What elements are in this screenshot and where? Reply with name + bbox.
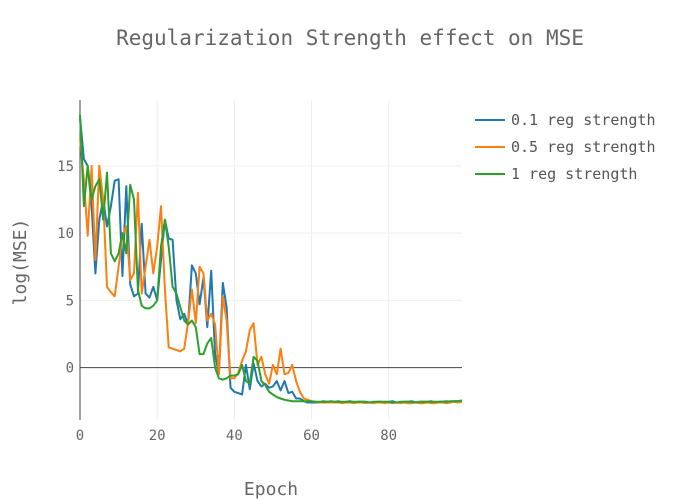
grid-lines	[80, 100, 462, 420]
legend-label: 1 reg strength	[511, 165, 637, 183]
series-lines	[79, 114, 463, 405]
y-tick-label: 0	[66, 361, 74, 377]
legend: 0.1 reg strength 0.5 reg strength 1 reg st…	[475, 111, 656, 183]
x-tick-labels: 0 20 40 60 80	[76, 428, 397, 444]
x-tick-label: 0	[76, 428, 84, 444]
y-tick-label: 5	[66, 293, 74, 309]
x-axis-title: Epoch	[244, 479, 298, 500]
legend-label: 0.1 reg strength	[511, 111, 656, 129]
y-tick-label: 15	[57, 159, 74, 175]
y-tick-labels: 0 5 10 15	[57, 159, 74, 377]
y-tick-label: 10	[57, 226, 74, 242]
chart-title: Regularization Strength effect on MSE	[116, 26, 584, 50]
y-axis-title: log(MSE)	[10, 219, 31, 306]
x-tick-label: 80	[380, 428, 397, 444]
x-tick-label: 20	[149, 428, 166, 444]
x-tick-label: 60	[303, 428, 320, 444]
x-tick-label: 40	[226, 428, 243, 444]
legend-label: 0.5 reg strength	[511, 138, 656, 156]
series-line-1-reg-strength	[79, 114, 463, 404]
